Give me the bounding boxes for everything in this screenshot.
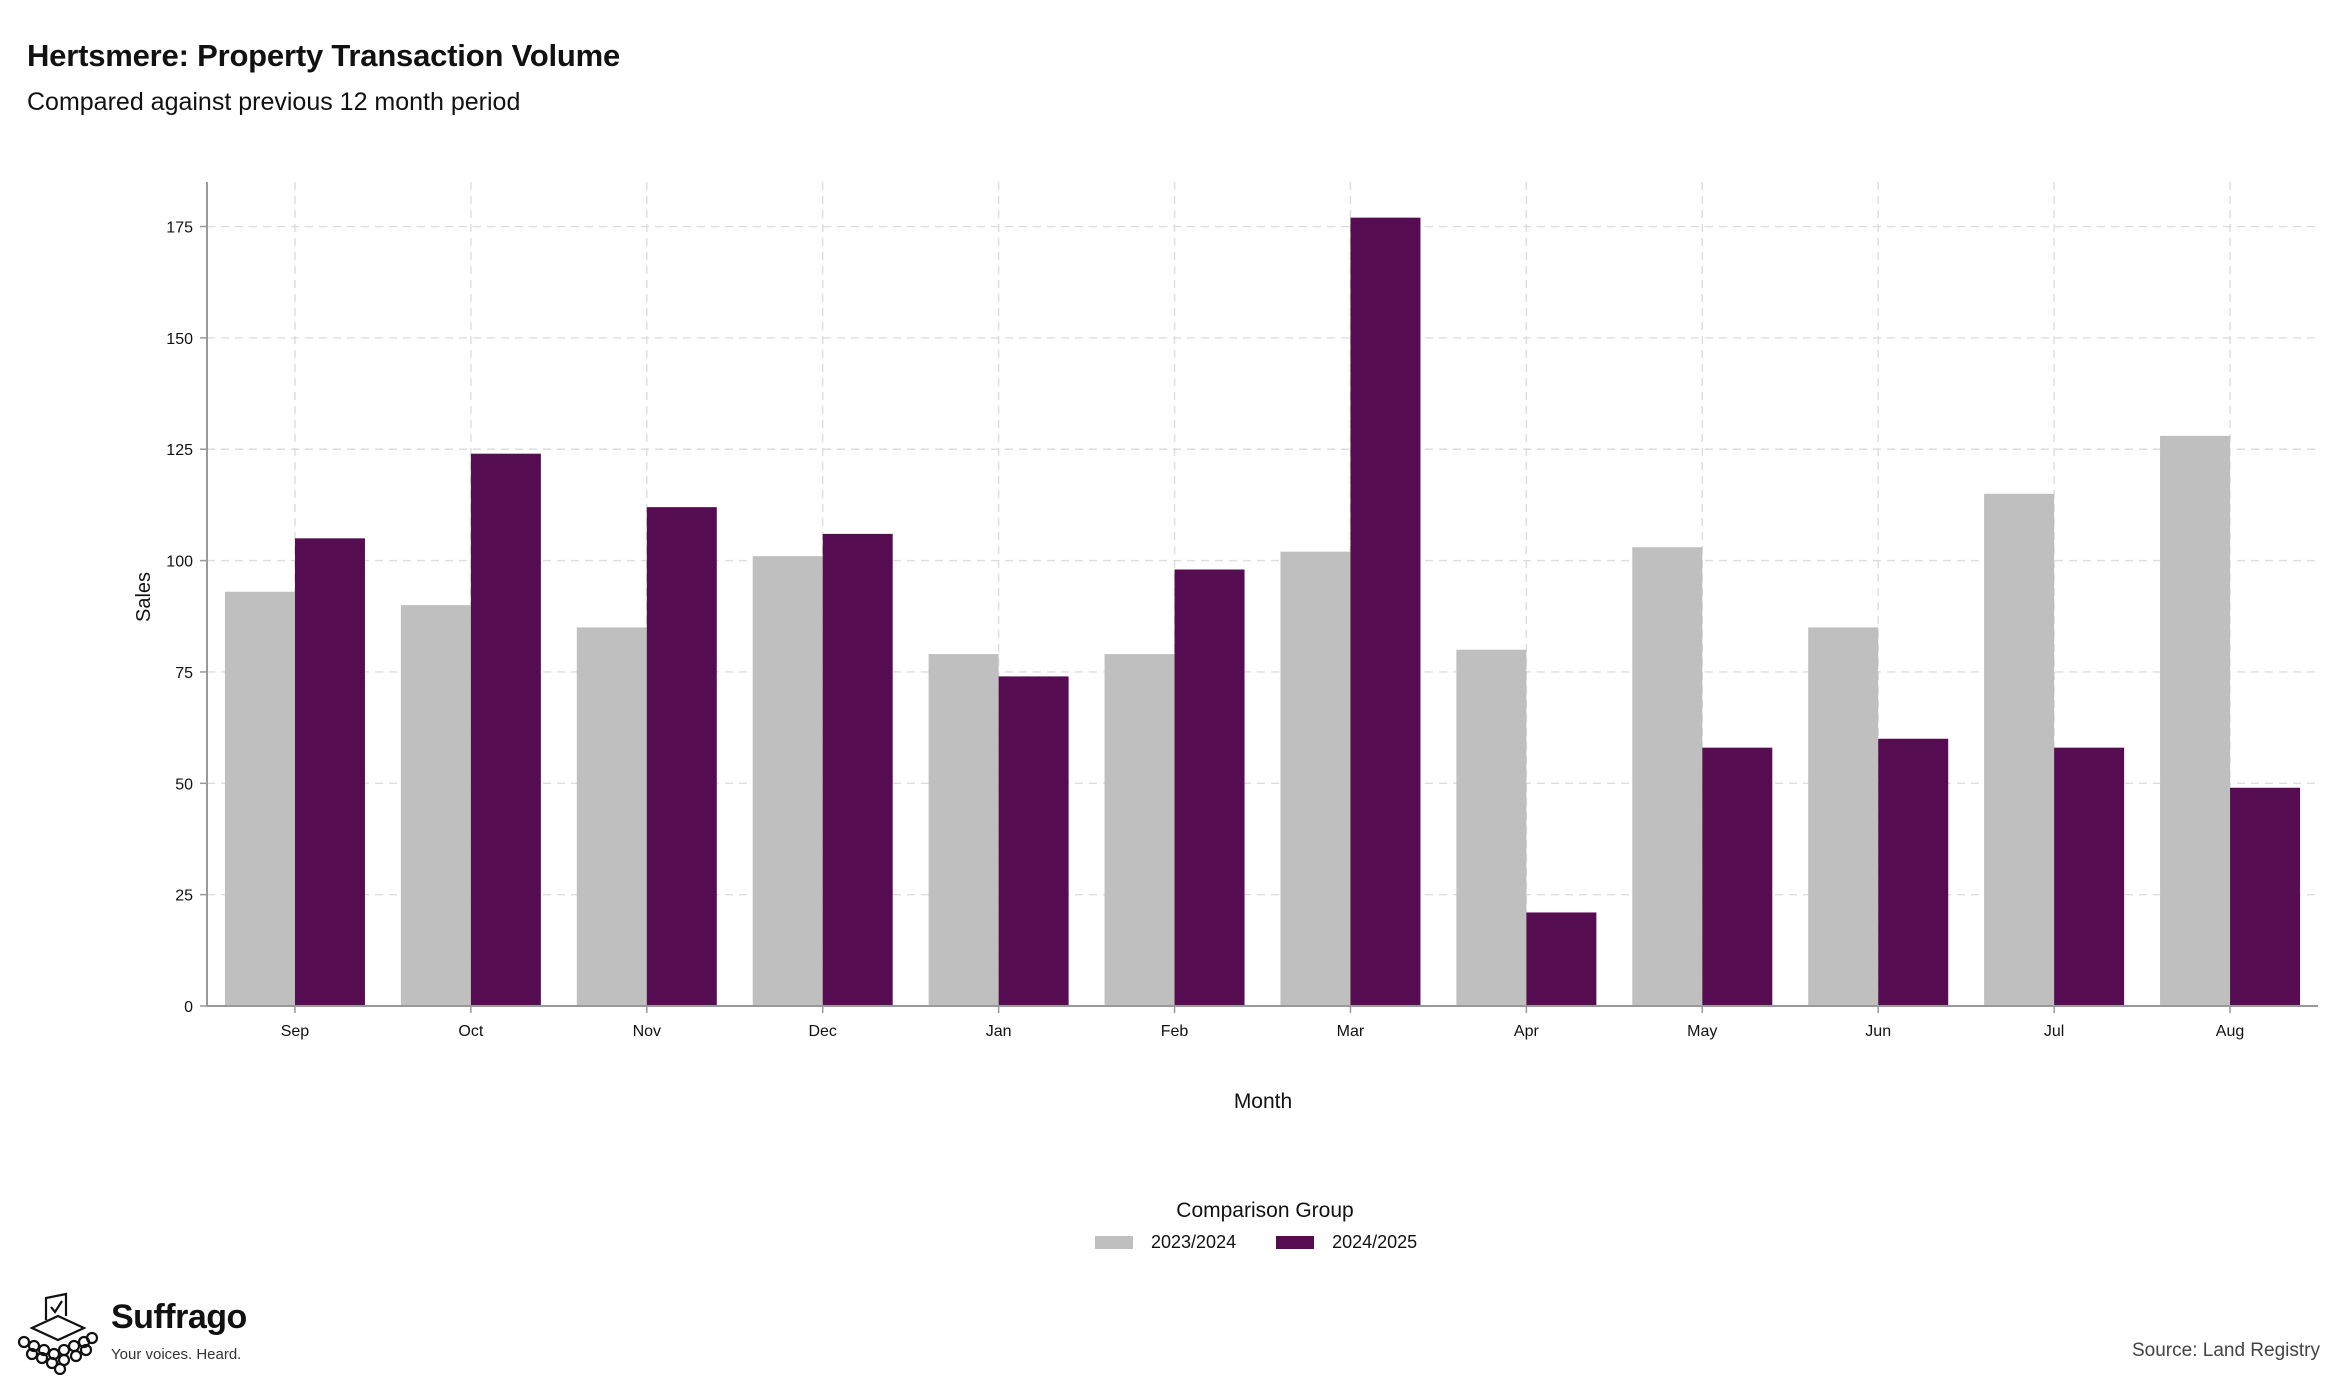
legend-swatch (1276, 1236, 1315, 1249)
chart-title: Hertsmere: Property Transaction Volume (27, 38, 621, 73)
bar-2024-2025-dec (822, 533, 893, 1006)
x-tick-label: Nov (633, 1023, 661, 1040)
bar-2023-2024-feb (1104, 654, 1175, 1006)
bar-2023-2024-dec (752, 556, 823, 1006)
bar-2023-2024-jun (1808, 627, 1879, 1006)
x-tick-label: Mar (1337, 1023, 1365, 1040)
x-tick-label: Jul (2044, 1023, 2064, 1040)
y-tick-label: 75 (175, 665, 193, 682)
legend-swatch (1095, 1236, 1133, 1249)
bar-2024-2025-apr (1526, 912, 1597, 1006)
y-tick-label: 0 (184, 999, 193, 1016)
bar-2024-2025-feb (1174, 569, 1245, 1006)
bar-2023-2024-nov (576, 627, 647, 1006)
x-tick-label: Sep (281, 1023, 310, 1040)
legend-item-2023-2024: 2023/2024 (1095, 1232, 1236, 1253)
x-axis-label: Month (1234, 1090, 1292, 1113)
legend-title: Comparison Group (1176, 1199, 1354, 1222)
bar-2024-2025-sep (294, 538, 365, 1006)
bar-2024-2025-jun (1878, 738, 1949, 1006)
y-tick-label: 50 (175, 776, 193, 793)
x-tick-label: Aug (2216, 1023, 2244, 1040)
bar-2024-2025-jan (998, 676, 1069, 1006)
bar-2024-2025-aug (2230, 787, 2301, 1006)
x-tick-label: Jun (1865, 1023, 1891, 1040)
bars (224, 217, 2301, 1007)
logo-tagline: Your voices. Heard. (111, 1346, 242, 1363)
y-tick-label: 25 (175, 888, 193, 905)
bar-2023-2024-apr (1456, 649, 1527, 1006)
legend-item-2024-2025: 2024/2025 (1276, 1232, 1417, 1253)
source-note: Source: Land Registry (2132, 1340, 2320, 1361)
legend-label: 2024/2025 (1332, 1232, 1418, 1252)
bar-chart: 0 25 50 75 100 125 150 175 Sep Oct Nov Dec Jan Feb Mar… (133, 182, 2318, 1113)
chart-subtitle: Compared against previous 12 month perio… (27, 88, 521, 116)
legend: 2023/2024 2024/2025 (1095, 1232, 1457, 1253)
bar-2023-2024-jan (928, 654, 999, 1006)
ballot-box-icon (17, 1292, 99, 1375)
bar-2024-2025-nov (646, 507, 717, 1006)
logo-name: Suffrago (111, 1298, 247, 1336)
x-tick-label: Feb (1161, 1023, 1189, 1040)
bar-2024-2025-may (1702, 747, 1773, 1006)
y-tick-label: 100 (166, 554, 193, 571)
bar-2024-2025-oct (470, 453, 541, 1007)
x-tick-label: Oct (458, 1023, 483, 1040)
bar-2023-2024-oct (400, 605, 471, 1006)
bar-2023-2024-may (1632, 547, 1703, 1006)
legend-label: 2023/2024 (1151, 1232, 1237, 1252)
y-axis-label: Sales (133, 572, 155, 622)
y-tick-label: 150 (166, 331, 193, 348)
x-tick-label: Apr (1514, 1023, 1540, 1040)
y-tick-label: 125 (166, 442, 193, 459)
y-tick-label: 175 (166, 220, 193, 237)
x-tick-label: May (1687, 1023, 1717, 1040)
bar-2023-2024-jul (1984, 493, 2055, 1006)
x-tick-label: Dec (808, 1023, 836, 1040)
bar-2023-2024-aug (2160, 435, 2231, 1006)
x-tick-label: Jan (986, 1023, 1012, 1040)
bar-2024-2025-mar (1350, 217, 1421, 1006)
axes: 0 25 50 75 100 125 150 175 Sep Oct Nov Dec Jan Feb Mar… (166, 182, 2318, 1040)
suffrago-logo: Suffrago Your voices. Heard. (14, 1290, 264, 1375)
bar-2023-2024-sep (224, 591, 295, 1006)
bar-2024-2025-jul (2054, 747, 2125, 1006)
bar-2023-2024-mar (1280, 551, 1351, 1006)
